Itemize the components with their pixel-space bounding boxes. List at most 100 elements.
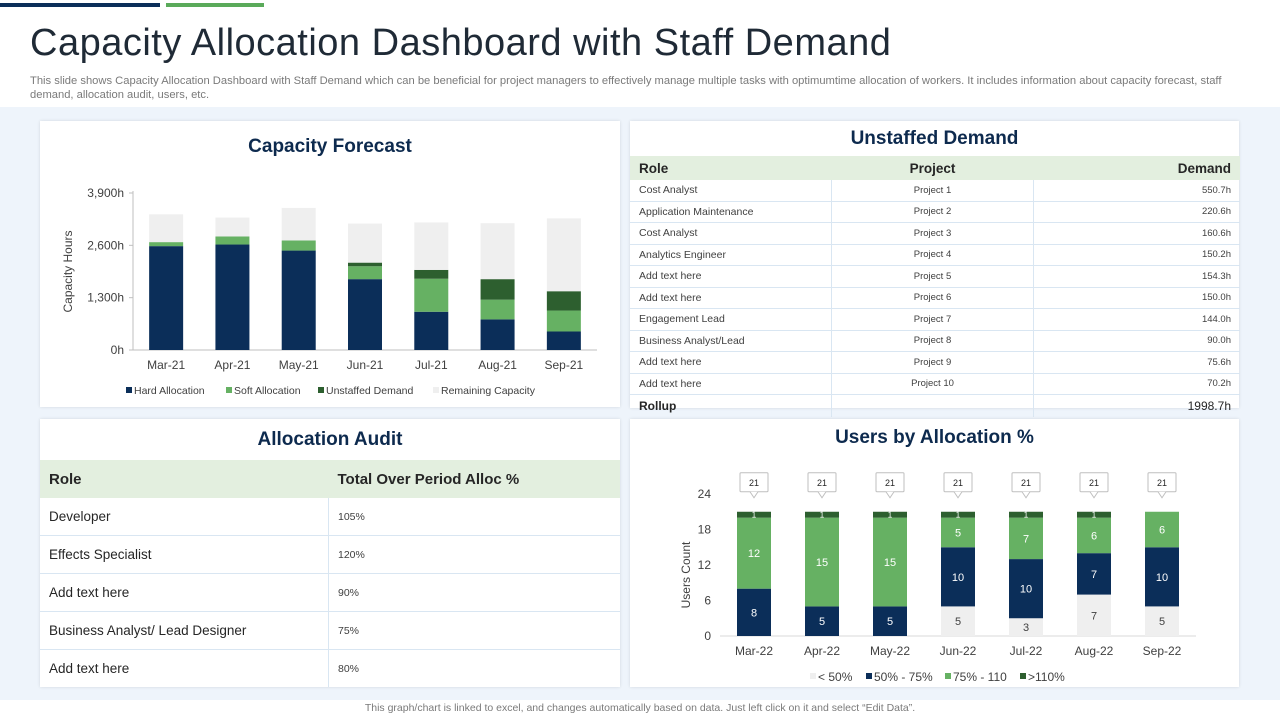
role-cell: Business Analyst/Lead (630, 330, 832, 352)
x-tick-label: Mar-21 (147, 358, 185, 372)
total-callout-pointer (749, 491, 759, 499)
demand-cell: 150.0h (1033, 287, 1240, 309)
accent-bar-green (166, 3, 264, 7)
data-label: 10 (1156, 572, 1168, 584)
bar-segment (873, 517, 907, 607)
table-row: Add text here 90% (40, 573, 620, 612)
bar-unstaffed-demand (480, 279, 515, 300)
table-row: Cost Analyst Project 3 160.6h (630, 222, 1240, 245)
y-tick-label: 6 (704, 594, 711, 608)
data-label: 7 (1091, 569, 1097, 581)
bar-segment (1009, 618, 1043, 636)
total-callout-pointer (817, 491, 827, 499)
data-label: 1 (1092, 511, 1097, 520)
x-tick-label: Mar-22 (735, 644, 773, 658)
demand-cell: 70.2h (1033, 373, 1240, 395)
demand-cell: 550.7h (1033, 180, 1240, 202)
project-cell: Project 1 (831, 180, 1034, 202)
legend-swatch (126, 387, 132, 393)
role-cell: Developer (40, 498, 329, 536)
page-title: Capacity Allocation Dashboard with Staff… (30, 22, 892, 64)
role-cell: Application Maintenance (630, 201, 832, 223)
x-tick-label: Aug-21 (478, 358, 517, 372)
footer-note: This graph/chart is linked to excel, and… (364, 702, 916, 714)
table-row: Add text here Project 9 75.6h (630, 351, 1240, 374)
demand-cell: 150.2h (1033, 244, 1240, 266)
role-cell: Engagement Lead (630, 308, 832, 331)
demand-cell: 160.6h (1033, 222, 1240, 245)
y-tick-label: 0h (111, 343, 124, 357)
legend-label: 50% - 75% (874, 670, 933, 684)
table-row: Add text here Project 10 70.2h (630, 373, 1240, 395)
bar-soft-allocation (414, 278, 449, 312)
data-label: 7 (1023, 533, 1029, 545)
total-label: 21 (1021, 478, 1031, 488)
bar-soft-allocation (215, 236, 250, 245)
data-label: 5 (1159, 616, 1165, 628)
role-cell: Add text here (40, 573, 329, 612)
bar-segment (737, 511, 771, 518)
bar-segment (737, 517, 771, 589)
legend-swatch (810, 673, 816, 679)
project-cell: Project 6 (831, 287, 1034, 309)
bar-segment (1145, 547, 1179, 607)
role-cell: Effects Specialist (40, 535, 329, 574)
x-tick-label: May-21 (279, 358, 319, 372)
x-tick-label: Apr-22 (804, 644, 840, 658)
alloc-cell: 105% (328, 498, 620, 536)
bar-segment (1009, 517, 1043, 560)
y-tick-label: 18 (698, 523, 712, 537)
project-cell: Project 7 (831, 308, 1034, 331)
table-row: Cost Analyst Project 1 550.7h (630, 180, 1240, 202)
table-row: Developer 105% (40, 498, 620, 536)
data-label: 12 (748, 548, 760, 560)
legend-label: Unstaffed Demand (326, 385, 414, 397)
bar-remaining-capacity (149, 214, 184, 243)
bar-soft-allocation (281, 240, 316, 251)
table-header-row: Role Total Over Period Alloc % (40, 460, 620, 498)
data-label: 1 (956, 511, 961, 520)
total-label: 21 (749, 478, 759, 488)
total-label: 21 (1089, 478, 1099, 488)
bar-unstaffed-demand (348, 262, 382, 267)
alloc-cell: 75% (328, 611, 620, 650)
table-row: Add text here Project 5 154.3h (630, 265, 1240, 288)
rollup-empty-cell (831, 394, 1034, 417)
project-cell: Project 9 (831, 351, 1034, 374)
project-cell: Project 3 (831, 222, 1034, 245)
bar-segment (737, 588, 771, 636)
bar-segment (1145, 606, 1179, 636)
bar-remaining-capacity (281, 207, 316, 241)
project-cell: Project 2 (831, 201, 1034, 223)
role-cell: Add text here (630, 287, 832, 309)
table-row: Business Analyst/Lead Project 8 90.0h (630, 330, 1240, 352)
data-label: 5 (887, 616, 893, 628)
x-tick-label: Sep-22 (1143, 644, 1182, 658)
total-label: 21 (1157, 478, 1167, 488)
data-label: 6 (1091, 530, 1097, 542)
demand-cell: 144.0h (1033, 308, 1240, 331)
bar-segment (941, 517, 975, 548)
data-label: 6 (1159, 524, 1165, 536)
data-label: 3 (1023, 622, 1029, 634)
total-callout-pointer (1089, 491, 1099, 499)
role-cell: Add text here (40, 649, 329, 687)
x-tick-label: Jul-22 (1010, 644, 1043, 658)
total-callout-pointer (885, 491, 895, 499)
demand-cell: 75.6h (1033, 351, 1240, 374)
bar-hard-allocation (149, 246, 184, 350)
total-label: 21 (885, 478, 895, 488)
data-label: 7 (1091, 610, 1097, 622)
users-allocation-card: Users by Allocation % 0 6 12 18 24 Users Coun… (630, 419, 1239, 687)
unstaffed-demand-title: Unstaffed Demand (850, 128, 1019, 149)
role-cell: Business Analyst/ Lead Designer (40, 611, 329, 650)
data-label: 8 (751, 607, 757, 619)
data-label: 1 (752, 511, 757, 520)
bar-soft-allocation (546, 310, 581, 332)
column-header-alloc: Total Over Period Alloc % (328, 460, 620, 498)
x-tick-label: May-22 (870, 644, 910, 658)
bar-remaining-capacity (546, 218, 581, 292)
bar-remaining-capacity (414, 222, 449, 270)
demand-cell: 90.0h (1033, 330, 1240, 352)
